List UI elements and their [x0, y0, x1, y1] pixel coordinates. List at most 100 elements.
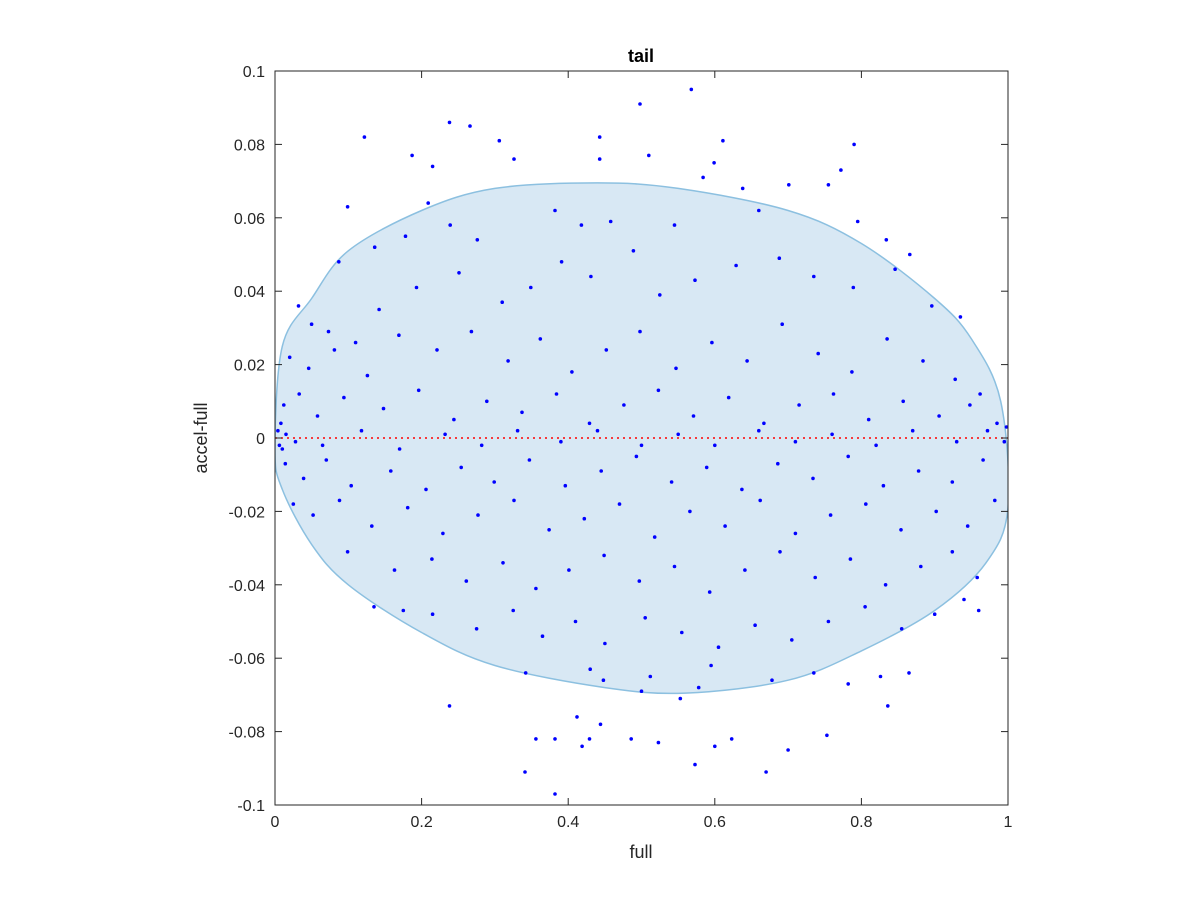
- data-point: [459, 465, 464, 470]
- data-point: [726, 395, 731, 400]
- data-point: [410, 153, 414, 158]
- data-point: [309, 322, 314, 327]
- scatter-points: [276, 87, 1009, 796]
- x-tick-label: 0: [271, 814, 280, 831]
- data-point: [950, 480, 955, 484]
- data-point: [976, 608, 981, 613]
- data-point: [930, 304, 934, 308]
- data-point: [301, 476, 306, 481]
- data-point: [648, 674, 653, 679]
- data-point: [284, 432, 288, 437]
- x-axis-label: full: [629, 842, 652, 862]
- data-point: [540, 634, 545, 638]
- data-point: [389, 469, 393, 473]
- data-point: [599, 469, 603, 473]
- data-point: [276, 428, 280, 433]
- data-point: [452, 417, 456, 422]
- data-point: [554, 392, 559, 396]
- data-point: [723, 524, 727, 528]
- data-point: [693, 278, 697, 283]
- data-point: [337, 498, 342, 503]
- data-point: [669, 480, 674, 484]
- data-point: [830, 432, 834, 437]
- x-tick-label: 1: [1004, 814, 1013, 831]
- data-point: [975, 575, 979, 580]
- axes: 0 0.2 0.4 0.6 0.8 1 -0.1 -0.08 -0.06 -0.04 -0.02 0 0…: [229, 64, 1013, 831]
- data-point: [603, 641, 607, 646]
- data-point: [414, 285, 419, 290]
- data-point: [958, 315, 963, 319]
- data-point: [523, 770, 527, 774]
- data-point: [965, 524, 970, 528]
- data-point: [297, 392, 302, 396]
- x-tick-label: 0.4: [557, 814, 579, 831]
- data-point: [993, 498, 997, 503]
- data-point: [709, 663, 713, 668]
- data-point: [701, 175, 705, 180]
- data-point: [277, 443, 282, 448]
- data-point: [324, 458, 329, 462]
- data-point: [688, 509, 692, 514]
- y-tick-label: 0.02: [234, 358, 265, 375]
- data-point: [907, 671, 911, 675]
- data-point: [401, 608, 406, 613]
- y-tick-label: 0: [256, 431, 265, 448]
- data-point: [693, 762, 697, 767]
- data-point: [534, 586, 538, 591]
- data-point: [362, 135, 367, 139]
- data-point: [855, 219, 860, 224]
- data-point: [416, 388, 421, 393]
- data-point: [475, 238, 480, 242]
- data-point: [910, 428, 915, 433]
- data-point: [485, 399, 489, 404]
- data-point: [729, 737, 734, 741]
- data-point: [734, 263, 738, 268]
- data-point: [280, 447, 285, 451]
- data-point: [634, 454, 639, 459]
- data-point: [764, 770, 768, 774]
- data-point: [372, 605, 376, 609]
- data-point: [1004, 425, 1009, 429]
- data-point: [279, 421, 283, 426]
- data-point: [529, 285, 533, 290]
- data-point: [672, 564, 677, 569]
- data-point: [311, 513, 315, 517]
- data-point: [397, 333, 401, 338]
- data-point: [534, 737, 538, 741]
- data-point: [397, 447, 402, 451]
- data-point: [589, 274, 593, 279]
- data-point: [778, 550, 782, 554]
- data-point: [511, 608, 515, 613]
- data-point: [570, 370, 574, 374]
- y-axis-label: accel-full: [191, 402, 211, 473]
- data-point: [559, 439, 563, 444]
- data-point: [831, 392, 836, 396]
- data-point: [813, 575, 817, 580]
- data-point: [622, 403, 626, 407]
- data-point: [447, 120, 452, 125]
- data-point: [713, 443, 717, 448]
- data-point: [893, 267, 897, 272]
- data-point: [608, 219, 613, 224]
- data-point: [899, 627, 904, 631]
- data-point: [597, 157, 602, 161]
- data-point: [430, 164, 435, 169]
- data-point: [680, 630, 684, 635]
- data-point: [757, 428, 761, 433]
- data-point: [864, 502, 868, 506]
- x-tick-label: 0.8: [850, 814, 872, 831]
- data-point: [430, 612, 435, 616]
- data-point: [712, 161, 716, 165]
- data-point: [743, 568, 747, 572]
- y-tick-label: 0.1: [243, 64, 265, 81]
- data-point: [587, 737, 592, 741]
- data-point: [426, 201, 431, 205]
- data-point: [797, 403, 801, 407]
- data-point: [602, 553, 606, 558]
- data-point: [851, 285, 856, 290]
- data-point: [282, 403, 286, 407]
- data-point: [790, 638, 794, 642]
- data-point: [538, 337, 543, 341]
- data-point: [293, 439, 298, 444]
